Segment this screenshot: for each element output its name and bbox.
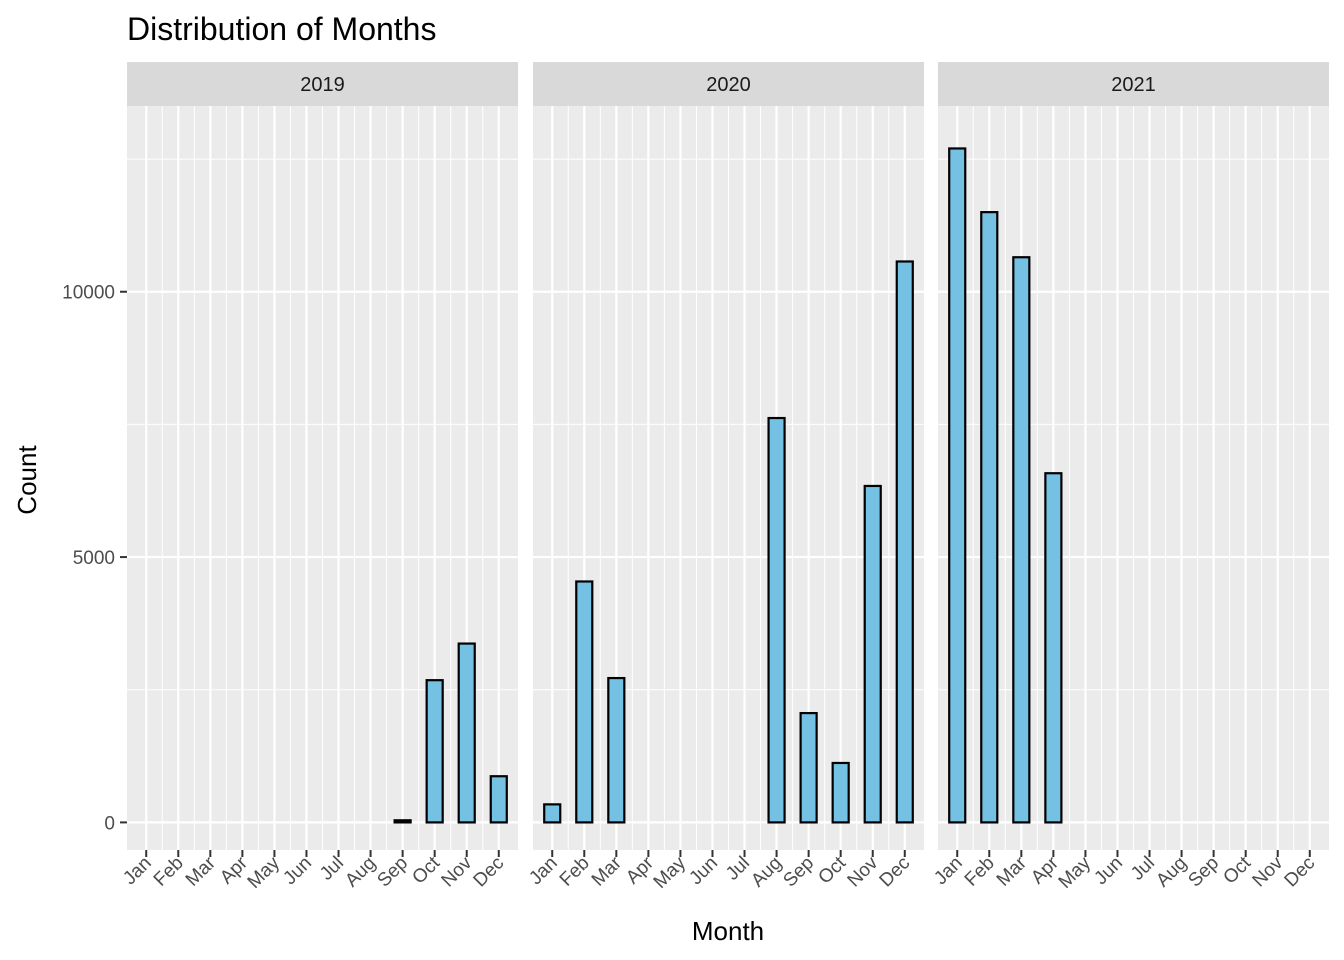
bar-2020-Nov bbox=[863, 484, 882, 824]
x-tick-label: Sep bbox=[1184, 853, 1223, 892]
bar-2019-Sep bbox=[393, 819, 412, 824]
x-tick-label: Aug bbox=[1152, 853, 1191, 892]
x-tick-label: Jan bbox=[930, 853, 967, 890]
x-tick-label: Dec bbox=[470, 853, 509, 892]
x-tick-label: Sep bbox=[373, 853, 412, 892]
facet-strip-label: 2019 bbox=[300, 74, 345, 96]
x-tick-label: Aug bbox=[747, 853, 786, 892]
x-tick-label: Jul bbox=[316, 853, 348, 885]
bar-2020-Feb bbox=[575, 580, 594, 824]
x-tick-label: Mar bbox=[993, 852, 1031, 890]
x-tick-label: Mar bbox=[588, 852, 626, 890]
bar-2021-Apr bbox=[1044, 472, 1063, 824]
x-tick-label: Dec bbox=[876, 853, 915, 892]
bar-2020-Aug bbox=[767, 416, 786, 824]
facet-strip-label: 2020 bbox=[706, 74, 751, 96]
x-tick-label: Feb bbox=[961, 853, 999, 891]
bar-2020-Oct bbox=[831, 761, 850, 824]
bar-2019-Nov bbox=[457, 642, 476, 824]
y-tick-label: 0 bbox=[104, 813, 115, 834]
x-tick-label: May bbox=[1055, 852, 1096, 893]
y-tick-label: 5000 bbox=[73, 548, 115, 569]
x-tick-label: Jun bbox=[685, 853, 722, 890]
x-tick-label: Apr bbox=[622, 852, 658, 888]
x-tick-label: Jul bbox=[1127, 853, 1159, 885]
x-tick-label: May bbox=[650, 852, 691, 893]
bar-2020-Jan bbox=[543, 803, 562, 824]
x-tick-label: Mar bbox=[182, 852, 220, 890]
x-tick-label: Aug bbox=[341, 853, 380, 892]
bar-2019-Oct bbox=[425, 679, 444, 824]
x-tick-label: Jun bbox=[1090, 853, 1127, 890]
facet-strip-label: 2021 bbox=[1111, 74, 1156, 96]
bar-2021-Mar bbox=[1012, 256, 1031, 824]
x-axis-title: Month bbox=[692, 916, 764, 946]
x-tick-label: Jan bbox=[525, 853, 562, 890]
bar-2020-Sep bbox=[799, 711, 818, 824]
chart-title: Distribution of Months bbox=[127, 11, 436, 47]
x-tick-label: Jan bbox=[119, 853, 156, 890]
x-tick-label: Nov bbox=[844, 852, 883, 891]
x-tick-label: Oct bbox=[1219, 852, 1255, 888]
x-tick-label: Oct bbox=[814, 852, 850, 888]
x-tick-label: Apr bbox=[1027, 852, 1063, 888]
x-tick-label: Jun bbox=[279, 853, 316, 890]
bar-2020-Mar bbox=[607, 676, 626, 824]
y-axis-title: Count bbox=[12, 445, 42, 515]
bar-2020-Dec bbox=[895, 260, 914, 824]
bar-2019-Dec bbox=[489, 775, 508, 824]
x-tick-label: Jul bbox=[722, 853, 754, 885]
x-tick-label: Sep bbox=[779, 853, 818, 892]
x-tick-label: Nov bbox=[438, 852, 477, 891]
bar-2021-Feb bbox=[980, 211, 999, 824]
facet-strip bbox=[938, 62, 1329, 106]
x-tick-label: Nov bbox=[1249, 852, 1288, 891]
x-tick-label: Feb bbox=[556, 853, 594, 891]
x-tick-label: Dec bbox=[1281, 853, 1320, 892]
y-tick-label: 10000 bbox=[62, 283, 115, 304]
x-tick-label: Oct bbox=[408, 852, 444, 888]
x-tick-label: May bbox=[244, 852, 285, 893]
x-tick-label: Feb bbox=[150, 853, 188, 891]
x-tick-label: Apr bbox=[216, 852, 252, 888]
facet-strip bbox=[533, 62, 924, 106]
facet-strip bbox=[127, 62, 518, 106]
bar-2021-Jan bbox=[948, 147, 967, 824]
